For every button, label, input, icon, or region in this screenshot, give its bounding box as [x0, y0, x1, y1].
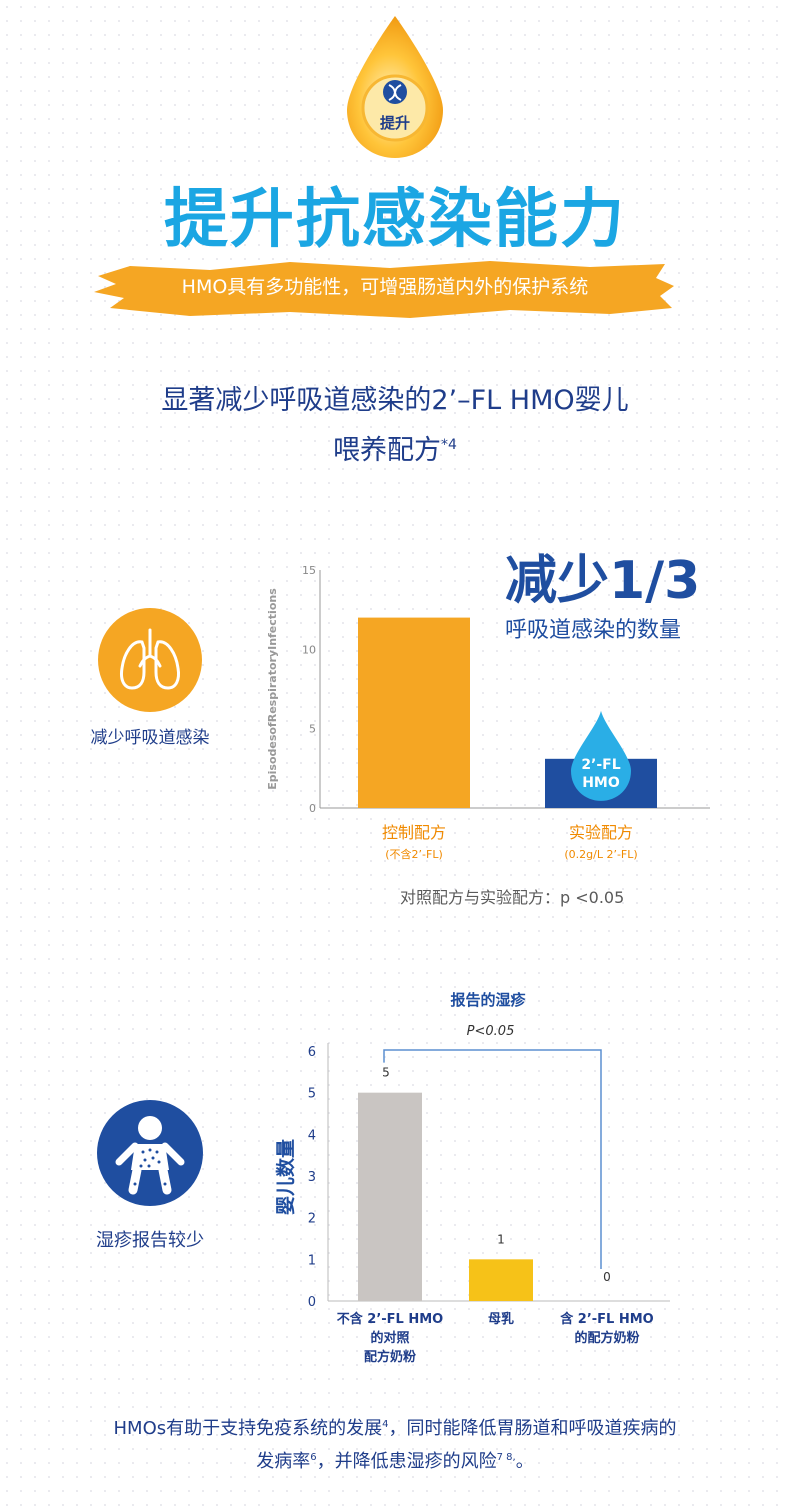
- footer-line1: HMOs有助于支持免疫系统的发展4，同时能降低胃肠道和呼吸道疾病的: [0, 1414, 790, 1440]
- y-tick-label: 10: [302, 643, 316, 656]
- y-tick-label: 5: [309, 723, 316, 736]
- x-tick-label: 不含 2’-FL HMO: [337, 1311, 443, 1327]
- y-tick-label: 15: [302, 564, 316, 577]
- p-value-note: 对照配方与实验配方：p <0.05: [400, 888, 625, 907]
- y-tick-label: 5: [308, 1087, 316, 1102]
- y-tick-label: 4: [308, 1128, 316, 1143]
- x-tick-label: 含 2’-FL HMO: [559, 1311, 653, 1327]
- x-tick-sublabel: (0.2g/L 2’-FL): [564, 848, 637, 861]
- orange-brush-banner: [94, 261, 674, 318]
- drop-label: 2’-FL: [581, 757, 620, 773]
- footer-text: HMOs有助于支持免疫系统的发展: [113, 1418, 383, 1439]
- y-tick-label: 0: [308, 1295, 316, 1310]
- bar: [469, 1259, 533, 1301]
- footer-ref: 6: [310, 1452, 317, 1463]
- x-tick-label: 母乳: [488, 1311, 514, 1327]
- section-subtitle-line2: 喂养配方*4: [0, 428, 790, 467]
- y-axis-label: EpisodesofRespiratoryInfections: [266, 588, 279, 790]
- data-label: 1: [497, 1232, 505, 1246]
- droplet-badge: 提升: [347, 16, 443, 158]
- footer-ref: 7 8,: [496, 1452, 516, 1463]
- banner-text: HMO具有多功能性，可增强肠道内外的保护系统: [181, 276, 589, 298]
- badge-text: 提升: [380, 114, 410, 132]
- x-tick-label: 的配方奶粉: [574, 1330, 639, 1346]
- significance-bracket: [383, 1049, 602, 1269]
- y-tick-label: 1: [308, 1253, 316, 1268]
- x-tick-label: 控制配方: [382, 823, 446, 842]
- data-label: 5: [382, 1066, 390, 1080]
- baby-icon: [97, 1100, 203, 1206]
- y-axis-label: 婴儿数量: [274, 1139, 297, 1215]
- chart-title: 报告的湿疹: [450, 991, 526, 1009]
- footer-line2: 发病率6，并降低患湿疹的风险7 8,。: [0, 1447, 790, 1473]
- footer-text: 发病率: [256, 1451, 311, 1472]
- baby-label: 湿疹报告较少: [96, 1230, 204, 1251]
- y-tick-label: 2: [308, 1212, 316, 1227]
- x-tick-label: 实验配方: [569, 823, 633, 842]
- p-value-annotation: P<0.05: [467, 1024, 515, 1039]
- highlight-number: 减少1/3: [505, 551, 701, 611]
- lungs-label: 减少呼吸道感染: [90, 728, 210, 748]
- hmo-drop-icon: [571, 710, 631, 801]
- y-tick-label: 0: [309, 802, 316, 815]
- footer-text: ，同时能降低胃肠道和呼吸道疾病的: [388, 1418, 677, 1439]
- x-tick-label: 的对照: [370, 1330, 409, 1346]
- respiratory-infections-chart: 0 5 10 15 EpisodesofRespiratoryInfections 控制配…: [266, 564, 710, 861]
- footer-text: ，并降低患湿疹的风险: [316, 1451, 497, 1472]
- lungs-icon: [98, 608, 202, 712]
- drop-label: HMO: [582, 775, 620, 791]
- bar: [358, 1092, 422, 1301]
- dna-icon: [383, 80, 407, 104]
- x-tick-label: 配方奶粉: [364, 1349, 416, 1365]
- subtitle-text: 喂养配方: [333, 435, 442, 466]
- footer-text: 。: [515, 1451, 534, 1472]
- x-tick-sublabel: (不含2’-FL): [385, 847, 443, 861]
- bar: [358, 617, 470, 808]
- page-title: 提升抗感染能力: [164, 183, 626, 257]
- subtitle-footnote: *4: [441, 437, 457, 453]
- y-tick-label: 6: [308, 1045, 316, 1060]
- footer-ref: 4: [382, 1419, 389, 1430]
- y-tick-label: 3: [308, 1170, 316, 1185]
- data-label: 0: [603, 1270, 611, 1284]
- highlight-text: 呼吸道感染的数量: [505, 618, 682, 643]
- section-subtitle: 显著减少呼吸道感染的2’–FL HMO婴儿: [161, 385, 629, 416]
